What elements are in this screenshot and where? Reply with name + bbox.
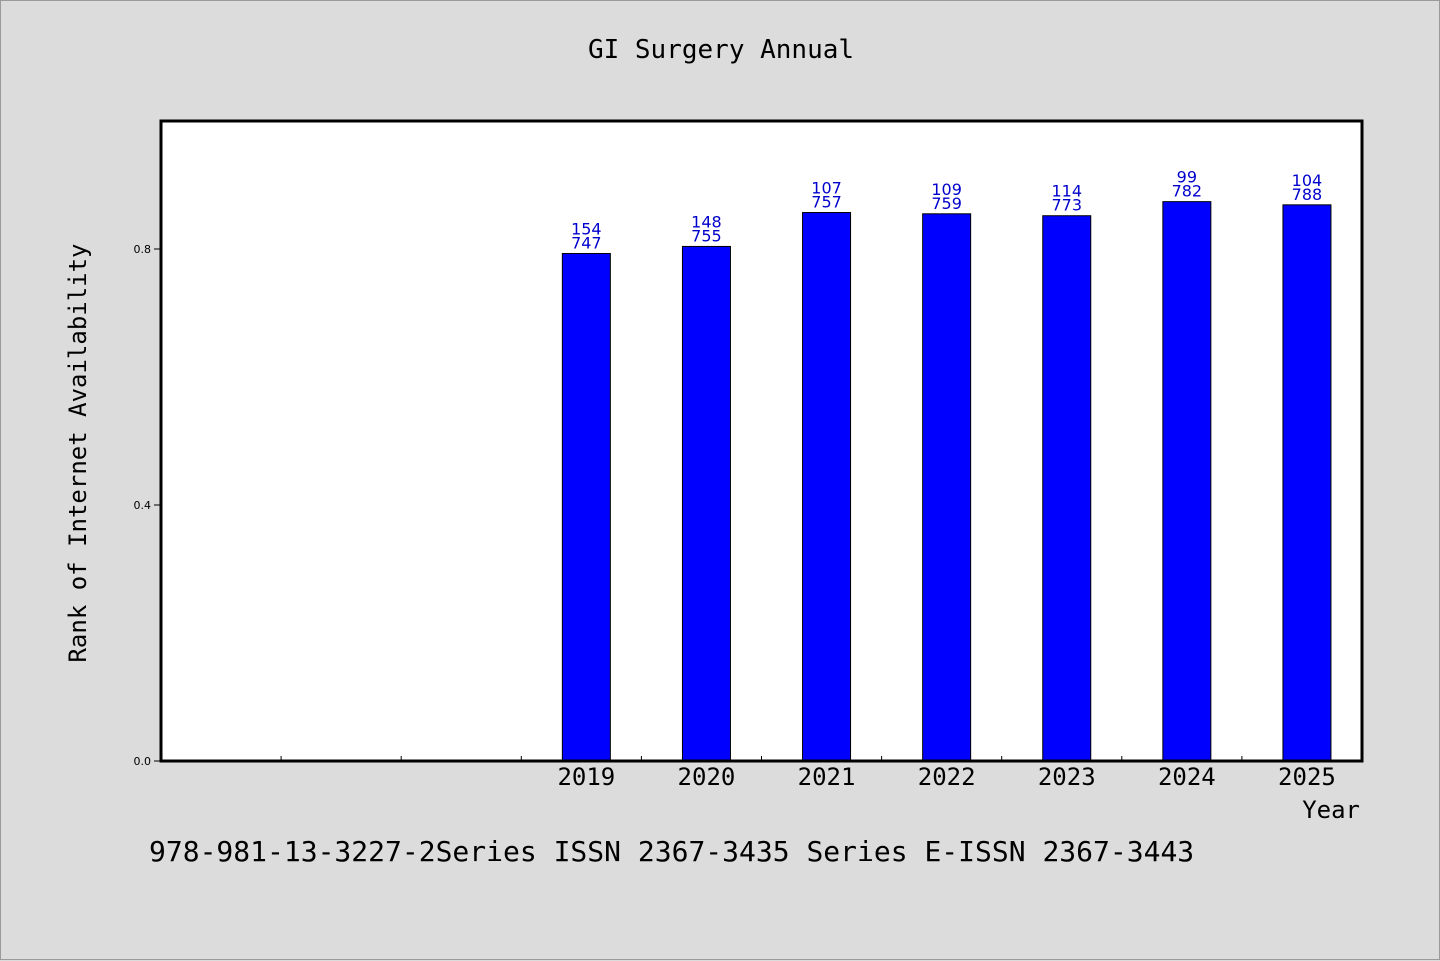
data-label-bottom-2020: 755	[691, 226, 722, 245]
bar-2021	[802, 212, 852, 762]
x-tick-label-2023: 2023	[1038, 763, 1096, 791]
data-label-top-2020: 148	[691, 212, 722, 231]
data-label-top-2025: 104	[1292, 171, 1323, 190]
data-label-bottom-2025: 788	[1292, 185, 1323, 204]
footer-isbn-issn: 978-981-13-3227-2Series ISSN 2367-3435 S…	[149, 835, 1195, 868]
y-axis-label: Rank of Internet Availability	[64, 243, 92, 662]
data-label-bottom-2022: 759	[931, 194, 962, 213]
data-label-bottom-2019: 747	[571, 233, 602, 252]
plot-area	[161, 121, 1362, 761]
data-label-bottom-2024: 782	[1172, 182, 1203, 201]
data-label-top-2024: 99	[1177, 168, 1197, 187]
x-tick-label-2021: 2021	[798, 763, 856, 791]
y-tick-label: 0.8	[134, 243, 152, 256]
bar-2024	[1162, 201, 1212, 762]
x-tick-label-2022: 2022	[918, 763, 976, 791]
data-label-top-2021: 107	[811, 179, 842, 198]
data-label-bottom-2021: 757	[811, 193, 842, 212]
data-label-bottom-2023: 773	[1051, 196, 1082, 215]
data-label-top-2023: 114	[1051, 182, 1082, 201]
x-tick-label-2019: 2019	[557, 763, 615, 791]
plot-frame	[159, 119, 1364, 763]
bar-2019	[561, 252, 611, 762]
x-tick-label-2024: 2024	[1158, 763, 1216, 791]
y-tick-label: 0.0	[134, 755, 152, 768]
chart-title: GI Surgery Annual	[587, 35, 855, 65]
x-tick-label-2020: 2020	[678, 763, 736, 791]
data-label-top-2022: 109	[931, 180, 962, 199]
x-tick-label-2025: 2025	[1278, 763, 1336, 791]
bar-2020	[681, 245, 731, 762]
bar-2022	[922, 213, 972, 762]
data-label-top-2019: 154	[571, 219, 602, 238]
bar-2023	[1042, 215, 1092, 762]
x-axis-label: Year	[1302, 796, 1360, 824]
y-tick-label: 0.4	[134, 499, 152, 512]
bar-2025	[1282, 204, 1332, 762]
